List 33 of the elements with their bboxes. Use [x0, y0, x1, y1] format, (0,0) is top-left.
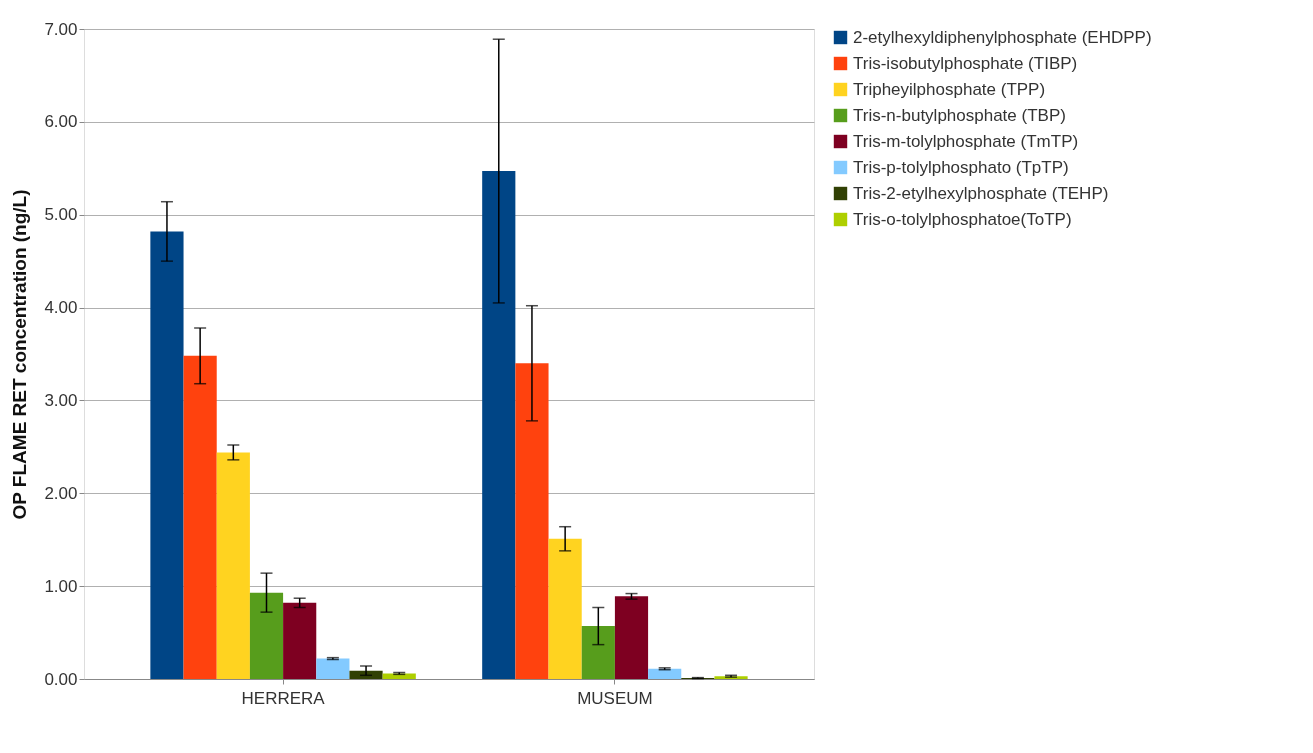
bar: [150, 231, 184, 679]
bar: [316, 658, 350, 679]
bar: [183, 355, 217, 679]
y-tick-label: 1.00: [44, 576, 78, 596]
legend-label: Tris-p-tolylphosphato (TpTP): [853, 157, 1069, 177]
x-tick-label: HERRERA: [241, 688, 326, 708]
y-tick-label: 2.00: [44, 483, 78, 503]
bar: [581, 626, 615, 679]
y-tick-label: 7.00: [44, 19, 78, 39]
y-tick-label: 0.00: [44, 669, 78, 689]
bar: [249, 592, 284, 679]
legend-label: Tris-2-etylhexylphosphate (TEHP): [853, 183, 1109, 203]
bar: [382, 673, 416, 679]
y-tick-label: 4.00: [44, 298, 78, 318]
bar: [216, 452, 250, 679]
legend-label: 2-etylhexyldiphenylphosphate (EHDPP): [853, 27, 1152, 47]
legend-label: Tris-n-butylphosphate (TBP): [853, 105, 1066, 125]
bar: [648, 668, 682, 679]
y-axis-title: OP FLAME RET concentration (ng/L): [9, 189, 31, 520]
y-tick-label: 6.00: [44, 112, 78, 132]
bar: [548, 538, 582, 679]
x-tick-label: MUSEUM: [577, 688, 653, 708]
bar: [482, 171, 516, 679]
legend-label: Tris-o-tolylphosphatoe(ToTP): [853, 209, 1072, 229]
y-tick-label: 3.00: [44, 390, 78, 410]
bar: [515, 363, 549, 679]
bar: [349, 670, 383, 679]
y-tick-label: 5.00: [44, 205, 78, 225]
legend-label: Tripheyilphosphate (TPP): [853, 79, 1046, 99]
legend-label: Tris-m-tolylphosphate (TmTP): [853, 131, 1079, 151]
bar: [283, 602, 317, 679]
legend-label: Tris-isobutylphosphate (TIBP): [853, 53, 1078, 73]
bar: [614, 596, 649, 679]
